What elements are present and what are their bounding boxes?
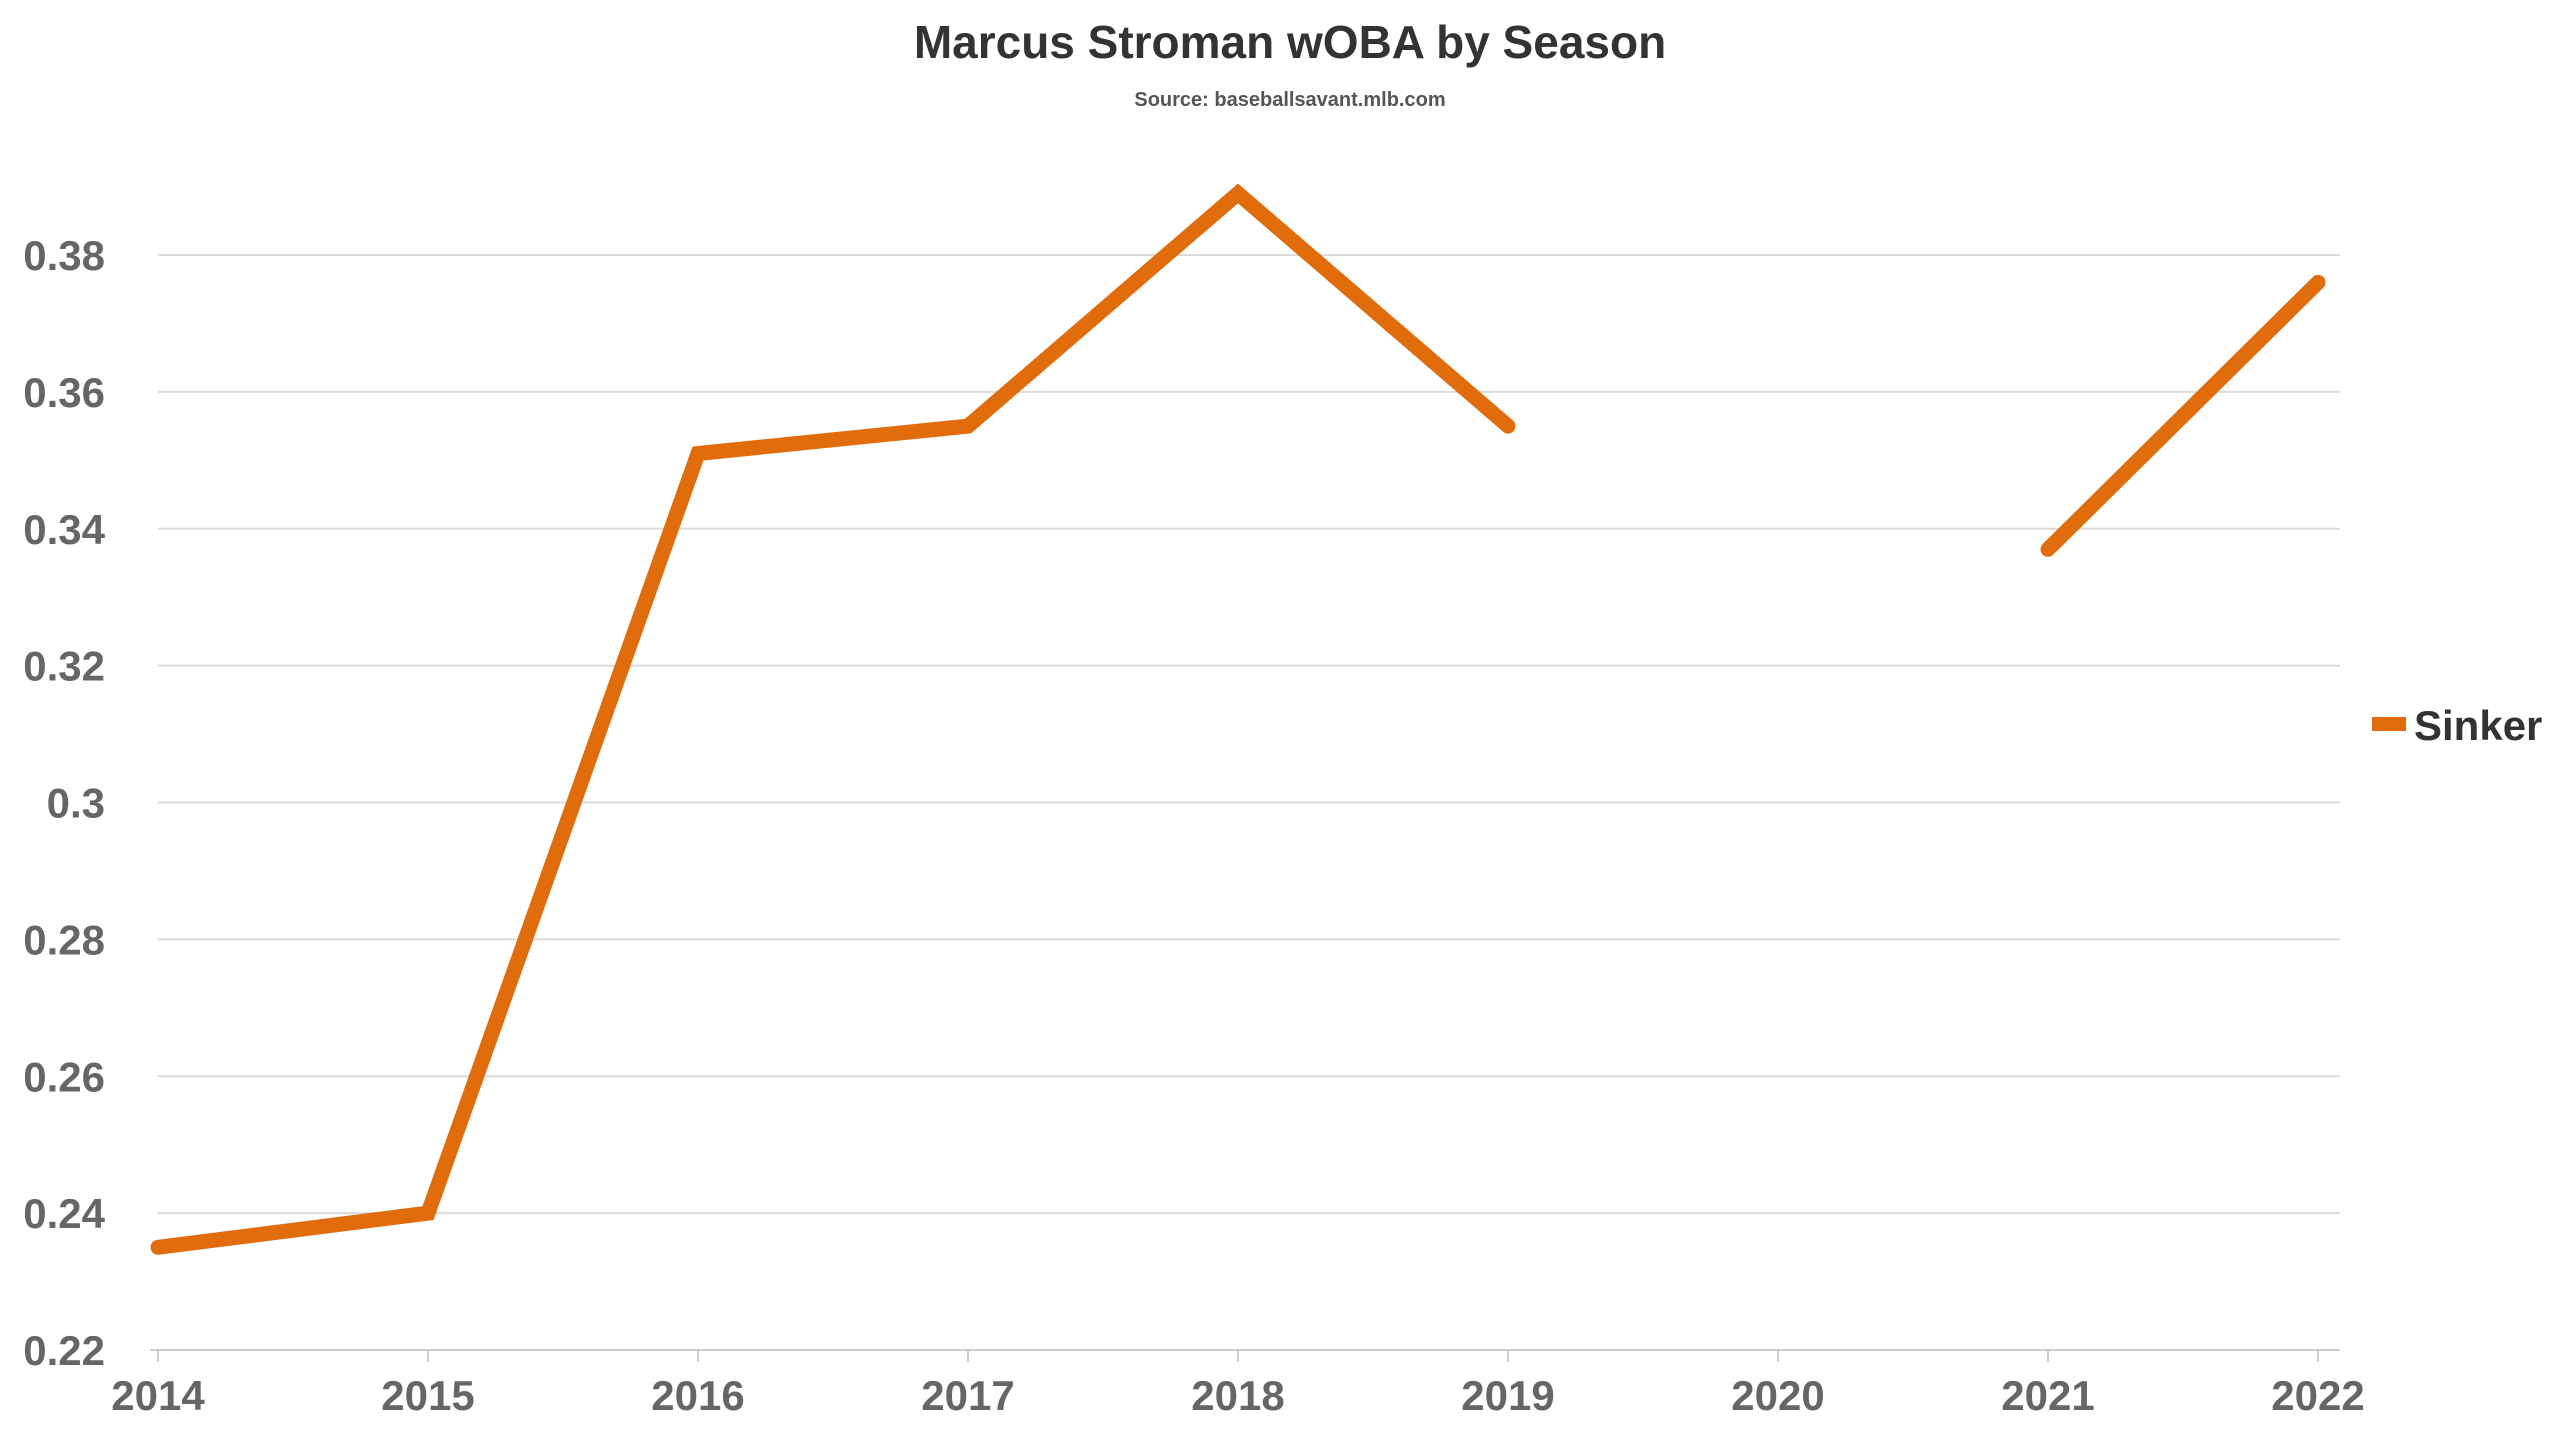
y-tick-label: 0.3 bbox=[47, 780, 105, 827]
x-tick-label: 2018 bbox=[1191, 1372, 1284, 1419]
data-point bbox=[964, 422, 972, 431]
series-lines bbox=[150, 183, 2326, 1255]
data-point bbox=[1504, 422, 1512, 431]
y-tick-label: 0.36 bbox=[23, 369, 105, 416]
data-point bbox=[1234, 189, 1242, 198]
x-tick-label: 2014 bbox=[111, 1372, 205, 1419]
chart-title: Marcus Stroman wOBA by Season bbox=[914, 16, 1666, 68]
x-tick-label: 2022 bbox=[2271, 1372, 2364, 1419]
legend-label: Sinker bbox=[2414, 702, 2542, 749]
x-tick-label: 2020 bbox=[1731, 1372, 1824, 1419]
axes: 0.22 0.24 0.26 0.28 0.3 0.32 0.34 0.36 0.38 2014 2… bbox=[23, 232, 2364, 1419]
x-tick-label: 2016 bbox=[651, 1372, 744, 1419]
x-tick-label: 2021 bbox=[2001, 1372, 2094, 1419]
y-tick-label: 0.22 bbox=[23, 1327, 105, 1374]
data-point bbox=[2044, 545, 2052, 554]
data-point bbox=[154, 1243, 162, 1252]
data-point bbox=[2314, 278, 2322, 287]
y-tick-label: 0.28 bbox=[23, 916, 105, 963]
x-tick-label: 2019 bbox=[1461, 1372, 1554, 1419]
series-line-sinker bbox=[2040, 274, 2326, 557]
y-tick-label: 0.32 bbox=[23, 643, 105, 690]
legend-swatch bbox=[2372, 717, 2406, 731]
chart-subtitle: Source: baseballsavant.mlb.com bbox=[1134, 89, 1445, 111]
y-tick-label: 0.26 bbox=[23, 1053, 105, 1100]
data-point bbox=[694, 449, 702, 458]
series-line-sinker bbox=[150, 183, 1516, 1255]
x-tick-label: 2015 bbox=[381, 1372, 474, 1419]
y-tick-label: 0.34 bbox=[23, 506, 105, 553]
data-point bbox=[424, 1209, 432, 1218]
x-tick-label: 2017 bbox=[921, 1372, 1014, 1419]
y-tick-label: 0.24 bbox=[23, 1190, 105, 1237]
legend: Sinker bbox=[2372, 702, 2542, 749]
y-tick-label: 0.38 bbox=[23, 232, 105, 279]
